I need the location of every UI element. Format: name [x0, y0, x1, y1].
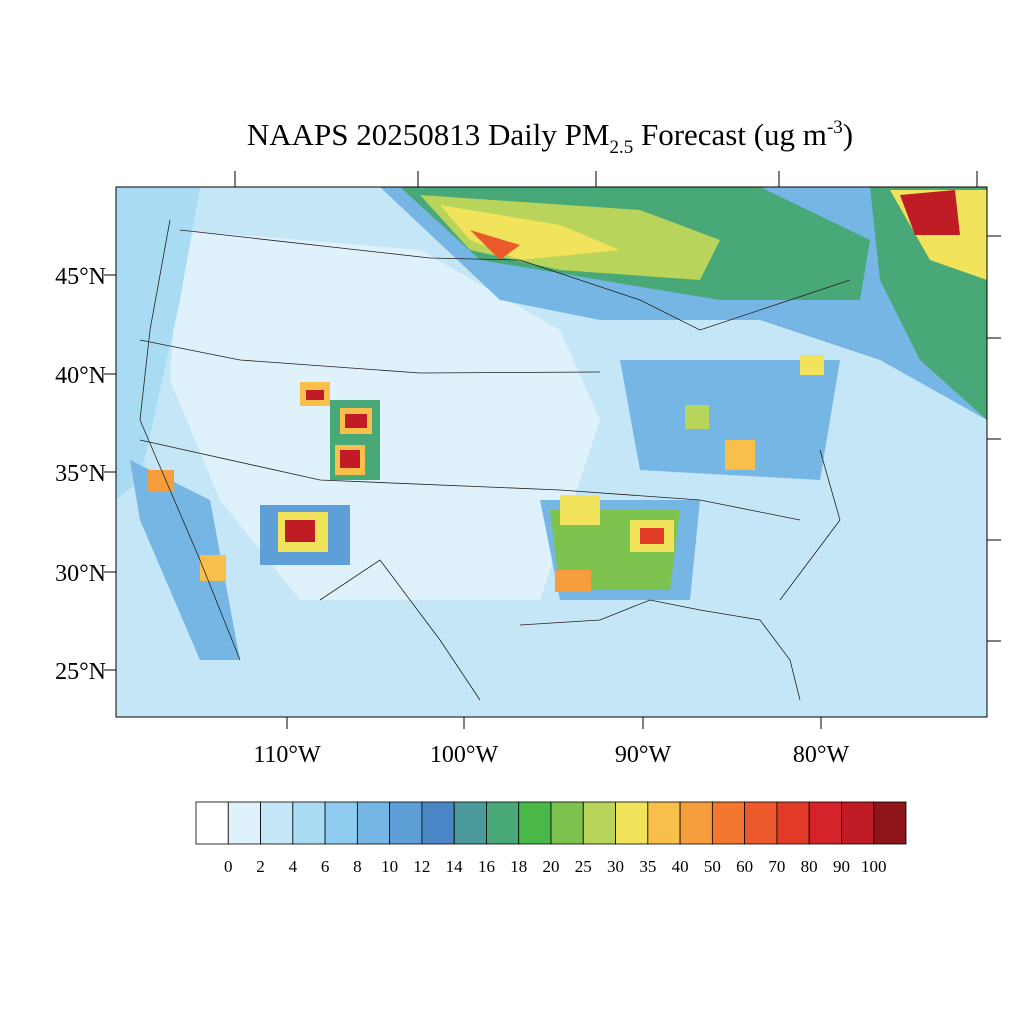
colorbar-box	[324, 801, 358, 845]
title: NAAPS 20250813 Daily PM2.5 Forecast (ug …	[247, 117, 853, 158]
colorbar-label: 80	[801, 857, 818, 876]
title-middle: Forecast (ug m	[633, 117, 827, 152]
colorbar-box	[227, 801, 261, 845]
colorbar-label: 12	[413, 857, 430, 876]
colorbar-label: 14	[446, 857, 464, 876]
colorbar-label: 18	[510, 857, 527, 876]
colorbar-label: 2	[256, 857, 265, 876]
map-field	[116, 187, 987, 717]
colorbar-box	[550, 801, 584, 845]
lat-label: 45°N	[55, 264, 106, 290]
colorbar-label: 10	[381, 857, 398, 876]
colorbar-box	[518, 801, 552, 845]
title-sup: -3	[827, 117, 843, 138]
colorbar-box	[615, 801, 649, 845]
title-main: NAAPS 20250813 Daily PM	[247, 117, 610, 152]
colorbar-label: 25	[575, 857, 592, 876]
colorbar-box	[292, 801, 326, 845]
colorbar-label: 100	[861, 857, 887, 876]
colorbar-label: 30	[607, 857, 624, 876]
colorbar-box	[389, 801, 423, 845]
hotspots	[148, 355, 824, 592]
colorbar-label: 4	[289, 857, 298, 876]
colorbar-box	[421, 801, 455, 845]
colorbar-label: 0	[224, 857, 233, 876]
colorbar-box	[486, 801, 520, 845]
lat-label: 25°N	[55, 659, 106, 685]
lon-label: 80°W	[793, 742, 850, 768]
colorbar-label: 40	[672, 857, 689, 876]
colorbar-box	[808, 801, 842, 845]
colorbar-label: 20	[543, 857, 560, 876]
colorbar-box	[679, 801, 713, 845]
colorbar-box	[711, 801, 746, 845]
colorbar-box	[453, 801, 487, 845]
lat-label: 40°N	[55, 363, 106, 389]
colorbar-box	[776, 801, 810, 845]
lon-label: 90°W	[615, 742, 672, 768]
colorbar-label: 8	[353, 857, 362, 876]
lon-label: 110°W	[253, 742, 321, 768]
colorbar-label: 90	[833, 857, 850, 876]
colorbar-label: 50	[704, 857, 721, 876]
colorbar-box	[260, 801, 294, 845]
lat-label: 30°N	[55, 561, 106, 587]
colorbar-label: 70	[768, 857, 785, 876]
colorbar-box	[582, 801, 616, 845]
colorbar-label: 16	[478, 857, 495, 876]
title-sub: 2.5	[609, 137, 633, 158]
colorbar-box	[195, 801, 229, 845]
map-frame	[115, 186, 988, 718]
colorbar-label: 35	[639, 857, 656, 876]
colorbar-box	[841, 801, 875, 845]
colorbar-label: 6	[321, 857, 330, 876]
colorbar-label: 60	[736, 857, 753, 876]
colorbar-box	[647, 801, 681, 845]
colorbar-box	[744, 801, 778, 845]
lon-label: 100°W	[430, 742, 499, 768]
lat-label: 35°N	[55, 461, 106, 487]
title-end: )	[843, 117, 853, 152]
colorbar-box	[356, 801, 391, 845]
colorbar-box	[873, 801, 907, 845]
